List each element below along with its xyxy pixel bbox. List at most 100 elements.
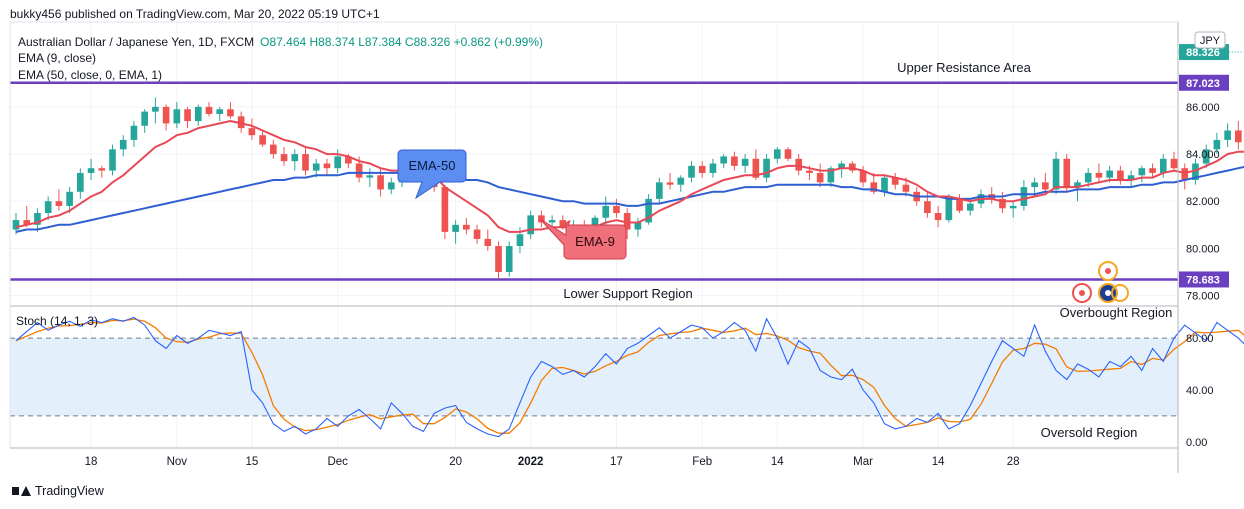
candle: [838, 161, 845, 178]
candle: [1063, 154, 1071, 192]
candle: [527, 210, 534, 239]
brand-label: TradingView: [35, 484, 104, 498]
candle: [66, 187, 73, 214]
price-tick-label: 78.000: [1186, 291, 1220, 303]
ema50-line: [15, 165, 1244, 233]
candle: [1213, 132, 1221, 155]
candle: [205, 102, 213, 117]
time-tick-label: 28: [1007, 456, 1020, 468]
candle: [119, 135, 127, 157]
legend-ema50: EMA (50, close, 0, EMA, 1): [18, 68, 162, 82]
candle: [334, 149, 341, 173]
tradingview-brand[interactable]: TradingView: [12, 484, 104, 498]
candle: [302, 146, 309, 176]
candle: [891, 172, 899, 190]
tradingview-logo-icon: [12, 486, 31, 496]
candle: [484, 229, 492, 251]
candle: [87, 158, 95, 181]
candle: [463, 217, 470, 235]
candle: [1042, 172, 1049, 192]
candle: [452, 220, 459, 244]
candle: [323, 158, 331, 176]
stoch-lines-layer: [15, 316, 1244, 438]
candle: [784, 146, 792, 162]
time-tick-label: Dec: [327, 456, 348, 468]
level-price-label: 87.023: [1186, 78, 1220, 90]
ema-lines-layer: [15, 119, 1244, 233]
candle: [44, 196, 52, 221]
legend-symbol: Australian Dollar / Japanese Yen, 1D, FX…: [18, 35, 543, 49]
oversold-label: Oversold Region: [1041, 425, 1138, 440]
last-price-label: 88.326: [1186, 47, 1220, 59]
stoch-tick-label: 0.00: [1186, 437, 1207, 449]
time-tick-label: 15: [245, 456, 258, 468]
time-tick-label: Feb: [692, 456, 712, 468]
candle: [441, 184, 449, 239]
time-tick-label: 2022: [518, 456, 544, 468]
candle: [291, 149, 299, 171]
candle: [1127, 170, 1135, 188]
candle: [666, 172, 674, 190]
candle: [731, 151, 738, 171]
candle: [956, 194, 963, 214]
candle: [795, 154, 803, 176]
candle: [141, 109, 148, 133]
candle: [741, 154, 749, 173]
candle: [366, 168, 374, 188]
overbought-label: Overbought Region: [1060, 305, 1173, 320]
ema50-callout: EMA-50: [397, 149, 467, 200]
price-tick-label: 84.000: [1186, 149, 1220, 161]
candle: [763, 154, 770, 183]
candle: [162, 104, 170, 131]
candle: [1224, 123, 1231, 147]
candle: [538, 210, 545, 228]
candle: [999, 191, 1006, 214]
stoch-band: [10, 338, 1178, 416]
candle: [720, 154, 727, 169]
axes-layer: 78.000 80.000 82.000 84.000 86.000 0.00 40.00 8…: [9, 21, 1229, 473]
candle: [495, 241, 502, 280]
ema50-callout-label: EMA-50: [409, 158, 456, 173]
lower-support-label: Lower Support Region: [563, 286, 692, 301]
time-tick-label: 20: [449, 456, 462, 468]
candle: [602, 196, 610, 225]
time-tick-label: Nov: [167, 456, 188, 468]
support-resistance-lines: [10, 51, 1244, 281]
ema9-line: [15, 119, 1244, 233]
level-price-badge: [1179, 271, 1229, 288]
candle: [34, 208, 41, 232]
time-tick-label: 14: [932, 456, 945, 468]
candle: [227, 102, 234, 119]
candle: [152, 97, 159, 124]
level-price-badge: [1179, 74, 1229, 91]
candle: [98, 165, 106, 178]
candle: [270, 139, 277, 159]
candle: [623, 208, 631, 239]
candle: [634, 217, 642, 237]
candle: [645, 194, 652, 225]
candle: [194, 104, 202, 126]
candle: [709, 158, 717, 178]
candle: [1170, 151, 1178, 171]
candle: [1009, 201, 1017, 218]
currency-badge[interactable]: JPY: [1194, 31, 1226, 49]
candle: [849, 161, 856, 173]
time-tick-label: 14: [771, 456, 784, 468]
candle: [1138, 165, 1146, 183]
candle: [1117, 165, 1124, 185]
time-tick-label: 18: [85, 456, 98, 468]
event-markers[interactable]: [1072, 261, 1129, 303]
candle: [109, 144, 116, 176]
candle: [1020, 180, 1028, 211]
candles-layer: [12, 97, 1242, 280]
candle: [656, 177, 663, 204]
candle: [881, 175, 888, 197]
event-marker-icon: [1111, 284, 1129, 302]
candle: [259, 130, 266, 147]
candle: [23, 205, 31, 228]
ema9-callout-label: EMA-9: [575, 234, 615, 249]
legend-ema9: EMA (9, close): [18, 51, 96, 65]
candle: [613, 198, 620, 218]
publisher-line: bukky456 published on TradingView.com, M…: [10, 7, 380, 21]
